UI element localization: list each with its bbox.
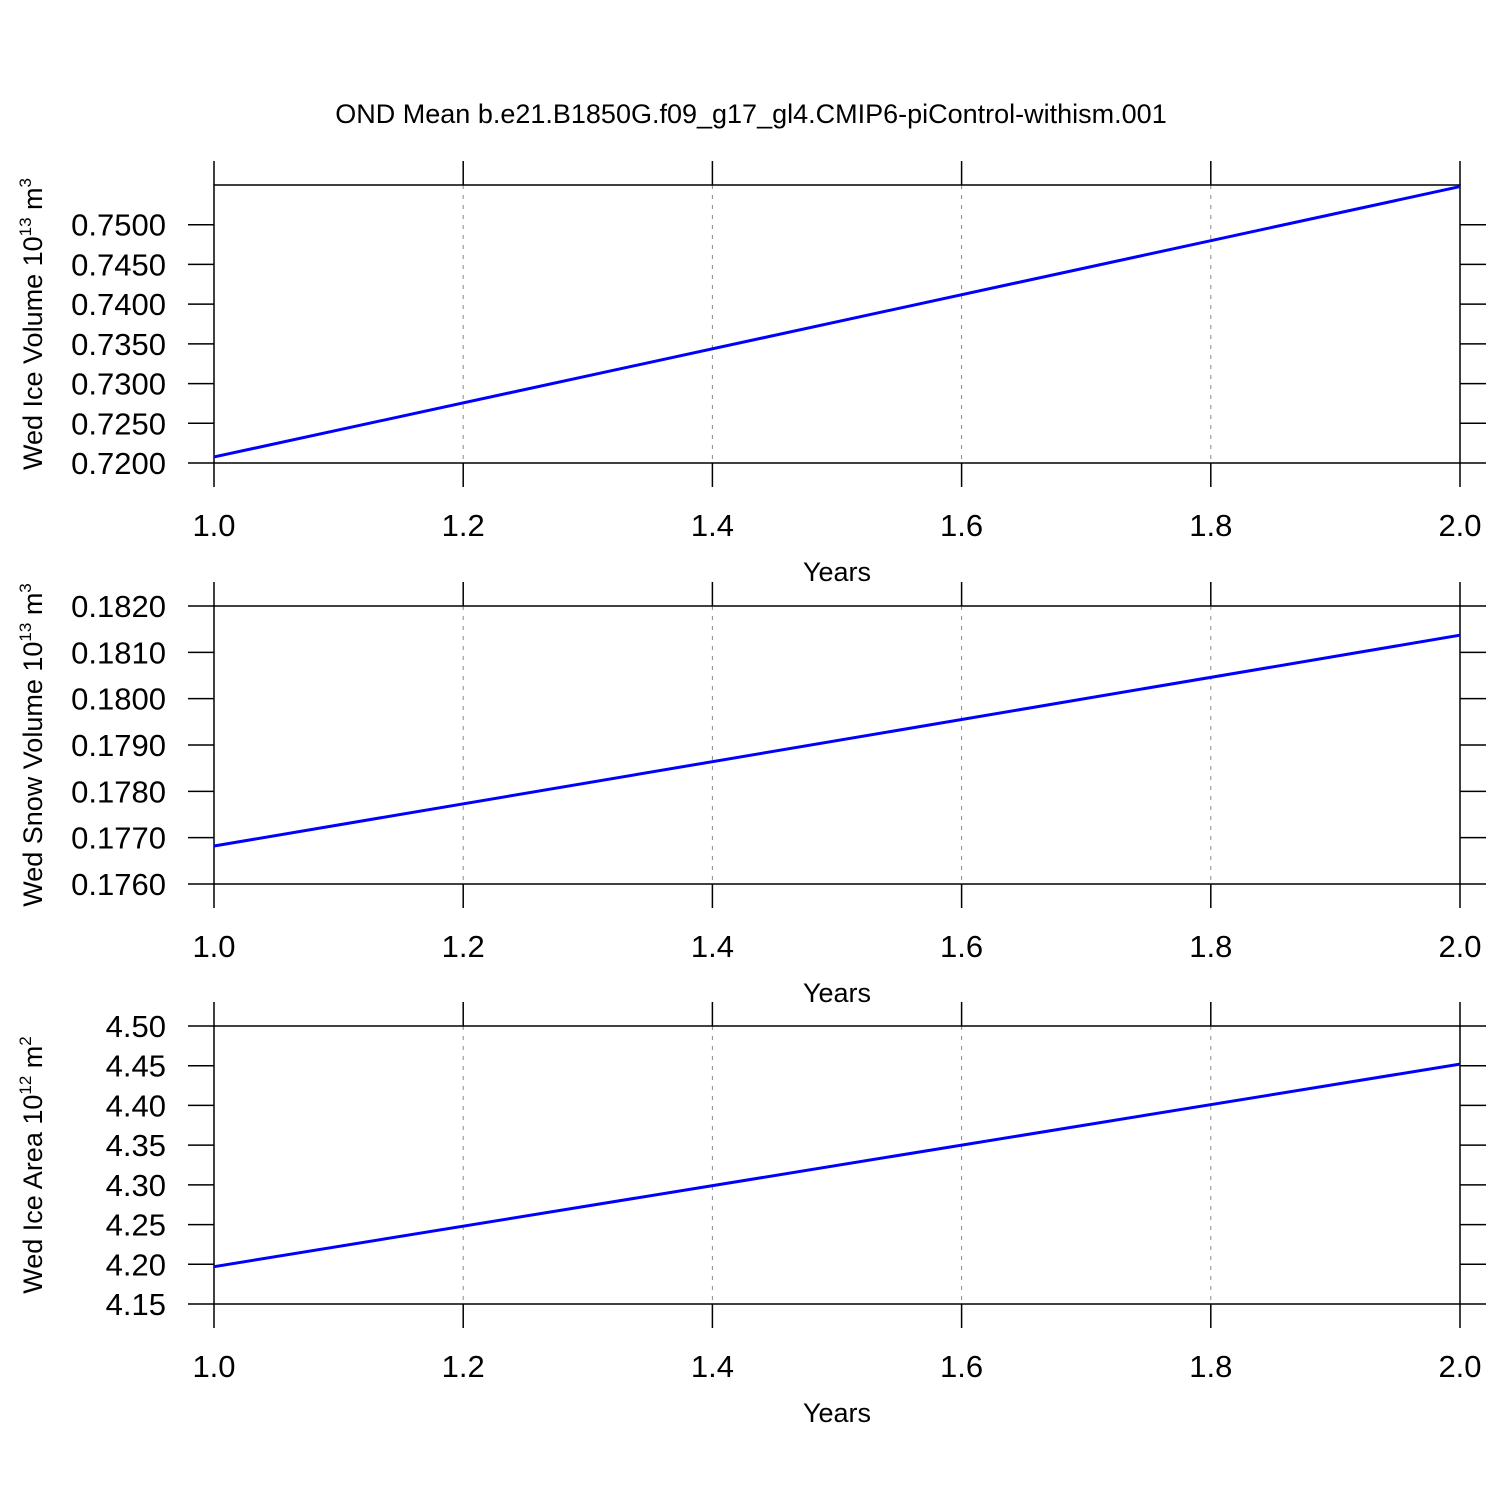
y-title-exp: 13 (16, 217, 35, 236)
y-tick-label: 0.1760 (71, 867, 166, 902)
y-tick-label: 0.1800 (71, 682, 166, 717)
x-axis-title: Years (803, 1398, 871, 1428)
y-tick-label: 0.1780 (71, 774, 166, 809)
y-tick-label: 0.1820 (71, 589, 166, 624)
x-tick-label: 1.0 (192, 1349, 235, 1384)
y-title-text: Wed Ice Volume 10 (18, 236, 48, 470)
x-tick-label: 1.4 (691, 929, 734, 964)
x-tick-label: 1.8 (1189, 929, 1232, 964)
y-axis-title: Wed Ice Volume 1013 m3 (16, 178, 48, 470)
y-title-unit: m (18, 1046, 48, 1076)
x-axis-title: Years (803, 557, 871, 587)
y-tick-label: 0.7400 (71, 287, 166, 322)
y-title-unit-exp: 3 (16, 178, 35, 187)
y-tick-label: 4.30 (106, 1168, 166, 1203)
y-tick-label: 0.7300 (71, 367, 166, 402)
x-tick-label: 1.6 (940, 929, 983, 964)
y-axis-title: Wed Ice Area 1012 m2 (16, 1036, 48, 1294)
panel: 1.0 1.2 1.4 1.6 1.8 2.0 0.1760 0.1770 0.1780 0.17… (16, 582, 1486, 1008)
y-tick-label: 4.50 (106, 1009, 166, 1044)
x-tick-label: 1.8 (1189, 1349, 1232, 1384)
x-tick-label: 2.0 (1438, 1349, 1481, 1384)
x-tick-label: 1.2 (442, 1349, 485, 1384)
y-tick-label: 0.1790 (71, 728, 166, 763)
y-tick-label: 4.20 (106, 1247, 166, 1282)
y-tick-label: 4.45 (106, 1049, 166, 1084)
x-tick-label: 1.6 (940, 508, 983, 543)
plot-frame (213, 184, 1461, 464)
y-tick-label: 0.7450 (71, 247, 166, 282)
y-title-exp: 12 (16, 1076, 35, 1095)
y-tick-label: 0.1810 (71, 635, 166, 670)
x-axis-title: Years (803, 978, 871, 1008)
y-tick-label: 0.7200 (71, 446, 166, 481)
data-line (213, 1062, 1461, 1269)
y-title-unit-exp: 3 (16, 583, 35, 592)
y-title-unit: m (18, 187, 48, 217)
y-tick-label: 0.7350 (71, 327, 166, 362)
panel: 1.0 1.2 1.4 1.6 1.8 2.0 0.7200 0.7250 0.7300 0.73… (16, 161, 1486, 587)
y-tick-label: 0.1770 (71, 821, 166, 856)
y-title-text: Wed Ice Area 10 (18, 1095, 48, 1294)
panel: 1.0 1.2 1.4 1.6 1.8 2.0 4.15 4.20 4.25 4.30 4.35 4.… (16, 1002, 1486, 1428)
y-axis-title: Wed Snow Volume 1013 m3 (16, 583, 48, 907)
x-tick-label: 1.0 (192, 508, 235, 543)
y-tick-label: 0.7250 (71, 406, 166, 441)
x-tick-label: 1.4 (691, 508, 734, 543)
y-title-unit: m (18, 593, 48, 623)
y-title-unit-exp: 2 (16, 1036, 35, 1045)
y-tick-label: 4.35 (106, 1128, 166, 1163)
y-title-text: Wed Snow Volume 10 (18, 642, 48, 907)
x-tick-label: 1.8 (1189, 508, 1232, 543)
y-title-exp: 13 (16, 623, 35, 642)
x-tick-label: 1.0 (192, 929, 235, 964)
y-tick-label: 4.15 (106, 1287, 166, 1322)
y-tick-label: 4.25 (106, 1208, 166, 1243)
y-tick-label: 0.7500 (71, 208, 166, 243)
x-tick-label: 2.0 (1438, 929, 1481, 964)
x-tick-label: 2.0 (1438, 508, 1481, 543)
x-tick-label: 1.6 (940, 1349, 983, 1384)
plot-frame (213, 605, 1461, 885)
plot-frame (213, 1025, 1461, 1305)
data-line (213, 633, 1461, 848)
x-tick-label: 1.4 (691, 1349, 734, 1384)
x-tick-label: 1.2 (442, 929, 485, 964)
figure-title: OND Mean b.e21.B1850G.f09_g17_gl4.CMIP6-… (335, 99, 1166, 129)
y-tick-label: 4.40 (106, 1088, 166, 1123)
x-tick-label: 1.2 (442, 508, 485, 543)
data-line (213, 185, 1461, 459)
